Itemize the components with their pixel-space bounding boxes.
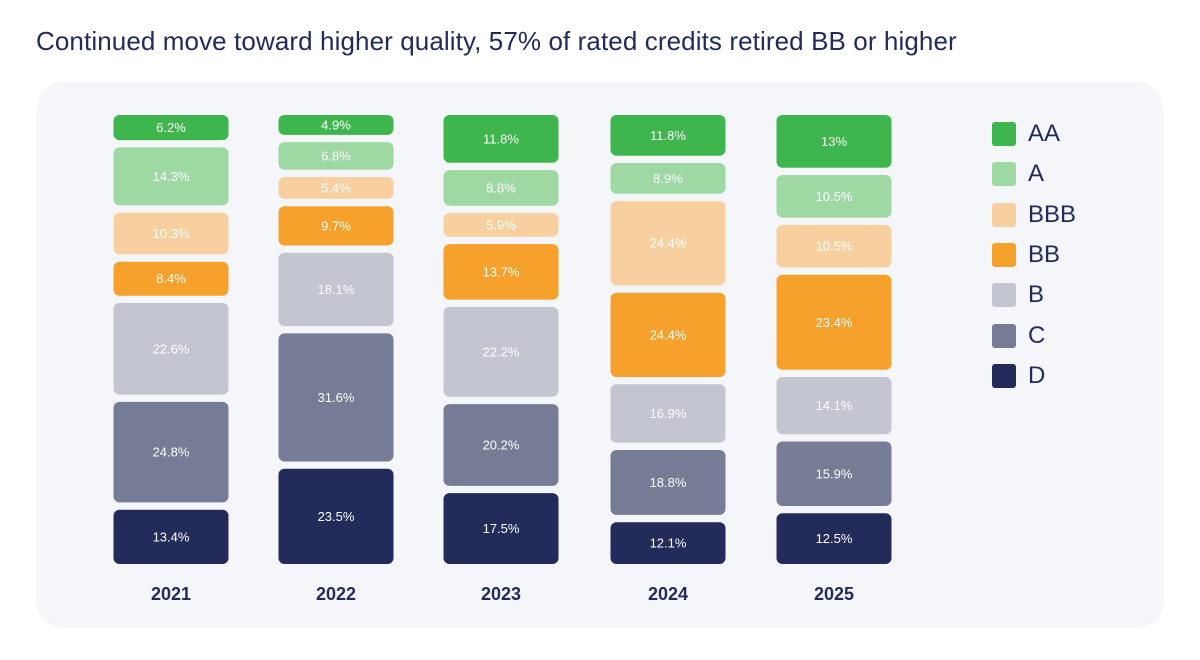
- legend-item-d: D: [992, 356, 1076, 396]
- data-label: 12.5%: [816, 531, 853, 546]
- x-tick-label: 2025: [814, 584, 854, 604]
- legend-label: B: [1028, 281, 1045, 309]
- data-label: 20.2%: [483, 437, 520, 452]
- data-label: 23.5%: [318, 509, 355, 524]
- legend-swatch: [992, 202, 1016, 227]
- data-label: 11.8%: [483, 131, 519, 146]
- data-label: 6.2%: [156, 120, 186, 135]
- bar-segment-2024-aa: [610, 115, 726, 156]
- legend-item-bb: BB: [992, 235, 1076, 275]
- bar-segment-2025-aa: [776, 115, 892, 168]
- bar-segment-2023-aa: [443, 115, 559, 163]
- bar-segment-2025-c: [776, 441, 892, 506]
- bar-segment-2024-c: [610, 449, 726, 515]
- bar-segment-2021-a: [113, 147, 229, 206]
- chart-title: Continued move toward higher quality, 57…: [36, 26, 957, 56]
- bar-segment-2021-d: [113, 509, 229, 564]
- bar-segment-2024-a: [610, 163, 726, 194]
- data-label: 15.9%: [816, 466, 853, 481]
- bar-segment-2025-b: [776, 377, 892, 435]
- data-label: 14.3%: [153, 169, 190, 184]
- data-label: 31.6%: [318, 390, 355, 405]
- bar-segment-2024-bbb: [610, 201, 726, 286]
- legend-item-a: A: [992, 154, 1076, 194]
- data-label: 23.4%: [816, 315, 853, 330]
- x-tick-label: 2023: [481, 584, 521, 604]
- data-label: 24.4%: [650, 327, 687, 342]
- bar-segment-2024-d: [610, 522, 726, 564]
- bar-segment-2023-bb: [443, 244, 559, 300]
- legend-label: D: [1028, 361, 1046, 389]
- data-label: 9.7%: [321, 218, 351, 233]
- data-label: 5.9%: [486, 217, 516, 232]
- legend-swatch: [992, 323, 1016, 348]
- bar-segment-2021-c: [113, 401, 229, 503]
- bar-segment-2021-b: [113, 303, 229, 395]
- data-label: 10.5%: [816, 189, 853, 204]
- data-label: 10.3%: [153, 226, 190, 241]
- bar-segment-2024-bb: [610, 292, 726, 377]
- bar-segment-2022-b: [278, 252, 394, 327]
- bar-segment-2024-b: [610, 384, 726, 443]
- data-label: 17.5%: [483, 521, 520, 536]
- data-label: 5.4%: [321, 180, 351, 195]
- bar-segment-2021-bbb: [113, 212, 229, 255]
- data-label: 22.2%: [483, 344, 520, 359]
- bar-segment-2021-aa: [113, 115, 229, 141]
- data-label: 22.6%: [153, 341, 190, 356]
- bar-segment-2025-d: [776, 513, 892, 564]
- bar-segment-2022-c: [278, 333, 394, 462]
- data-label: 12.1%: [650, 536, 687, 551]
- bar-segment-2025-a: [776, 175, 892, 218]
- data-label: 11.8%: [650, 128, 686, 143]
- bar-segment-2022-aa: [278, 115, 394, 135]
- data-label: 13%: [821, 134, 847, 149]
- data-label: 24.8%: [153, 445, 190, 460]
- legend-label: BB: [1028, 241, 1061, 269]
- legend-item-aa: AA: [992, 114, 1076, 154]
- legend-item-c: C: [992, 315, 1076, 355]
- bar-segment-2023-a: [443, 170, 559, 206]
- x-tick-label: 2021: [151, 584, 191, 604]
- x-tick-label: 2024: [648, 584, 688, 604]
- bar-segment-2023-bbb: [443, 212, 559, 237]
- bar-segment-2025-bbb: [776, 224, 892, 268]
- data-label: 18.1%: [318, 282, 355, 297]
- bar-segment-2023-b: [443, 306, 559, 397]
- legend-swatch: [992, 243, 1016, 268]
- data-label: 18.8%: [650, 475, 687, 490]
- data-label: 8.4%: [156, 271, 186, 286]
- x-tick-label: 2022: [316, 584, 356, 604]
- bar-segment-2022-bb: [278, 206, 394, 246]
- data-label: 4.9%: [321, 117, 351, 132]
- data-label: 13.4%: [153, 529, 190, 544]
- bar-segment-2022-d: [278, 468, 394, 564]
- data-label: 8.9%: [653, 171, 683, 186]
- legend-label: C: [1028, 321, 1046, 349]
- bar-segment-2025-bb: [776, 274, 892, 370]
- legend-item-b: B: [992, 275, 1076, 315]
- data-label: 10.5%: [816, 239, 853, 254]
- legend: AA A BBB BB B C D: [992, 114, 1076, 396]
- data-label: 6.8%: [321, 148, 351, 163]
- data-label: 13.7%: [483, 264, 520, 279]
- legend-swatch: [992, 162, 1016, 187]
- legend-label: BBB: [1028, 200, 1077, 228]
- data-label: 8.8%: [486, 180, 516, 195]
- legend-label: A: [1028, 160, 1045, 188]
- legend-item-bbb: BBB: [992, 195, 1076, 235]
- legend-label: AA: [1028, 120, 1061, 148]
- bar-segment-2023-d: [443, 493, 559, 564]
- legend-swatch: [992, 363, 1016, 388]
- data-label: 14.1%: [816, 398, 853, 413]
- bar-segment-2022-bbb: [278, 177, 394, 199]
- bar-segment-2022-a: [278, 142, 394, 170]
- data-label: 24.4%: [650, 236, 687, 251]
- bar-segment-2023-c: [443, 404, 559, 486]
- legend-swatch: [992, 283, 1016, 308]
- bar-segment-2021-bb: [113, 261, 229, 296]
- data-label: 16.9%: [650, 406, 687, 421]
- legend-swatch: [992, 122, 1016, 147]
